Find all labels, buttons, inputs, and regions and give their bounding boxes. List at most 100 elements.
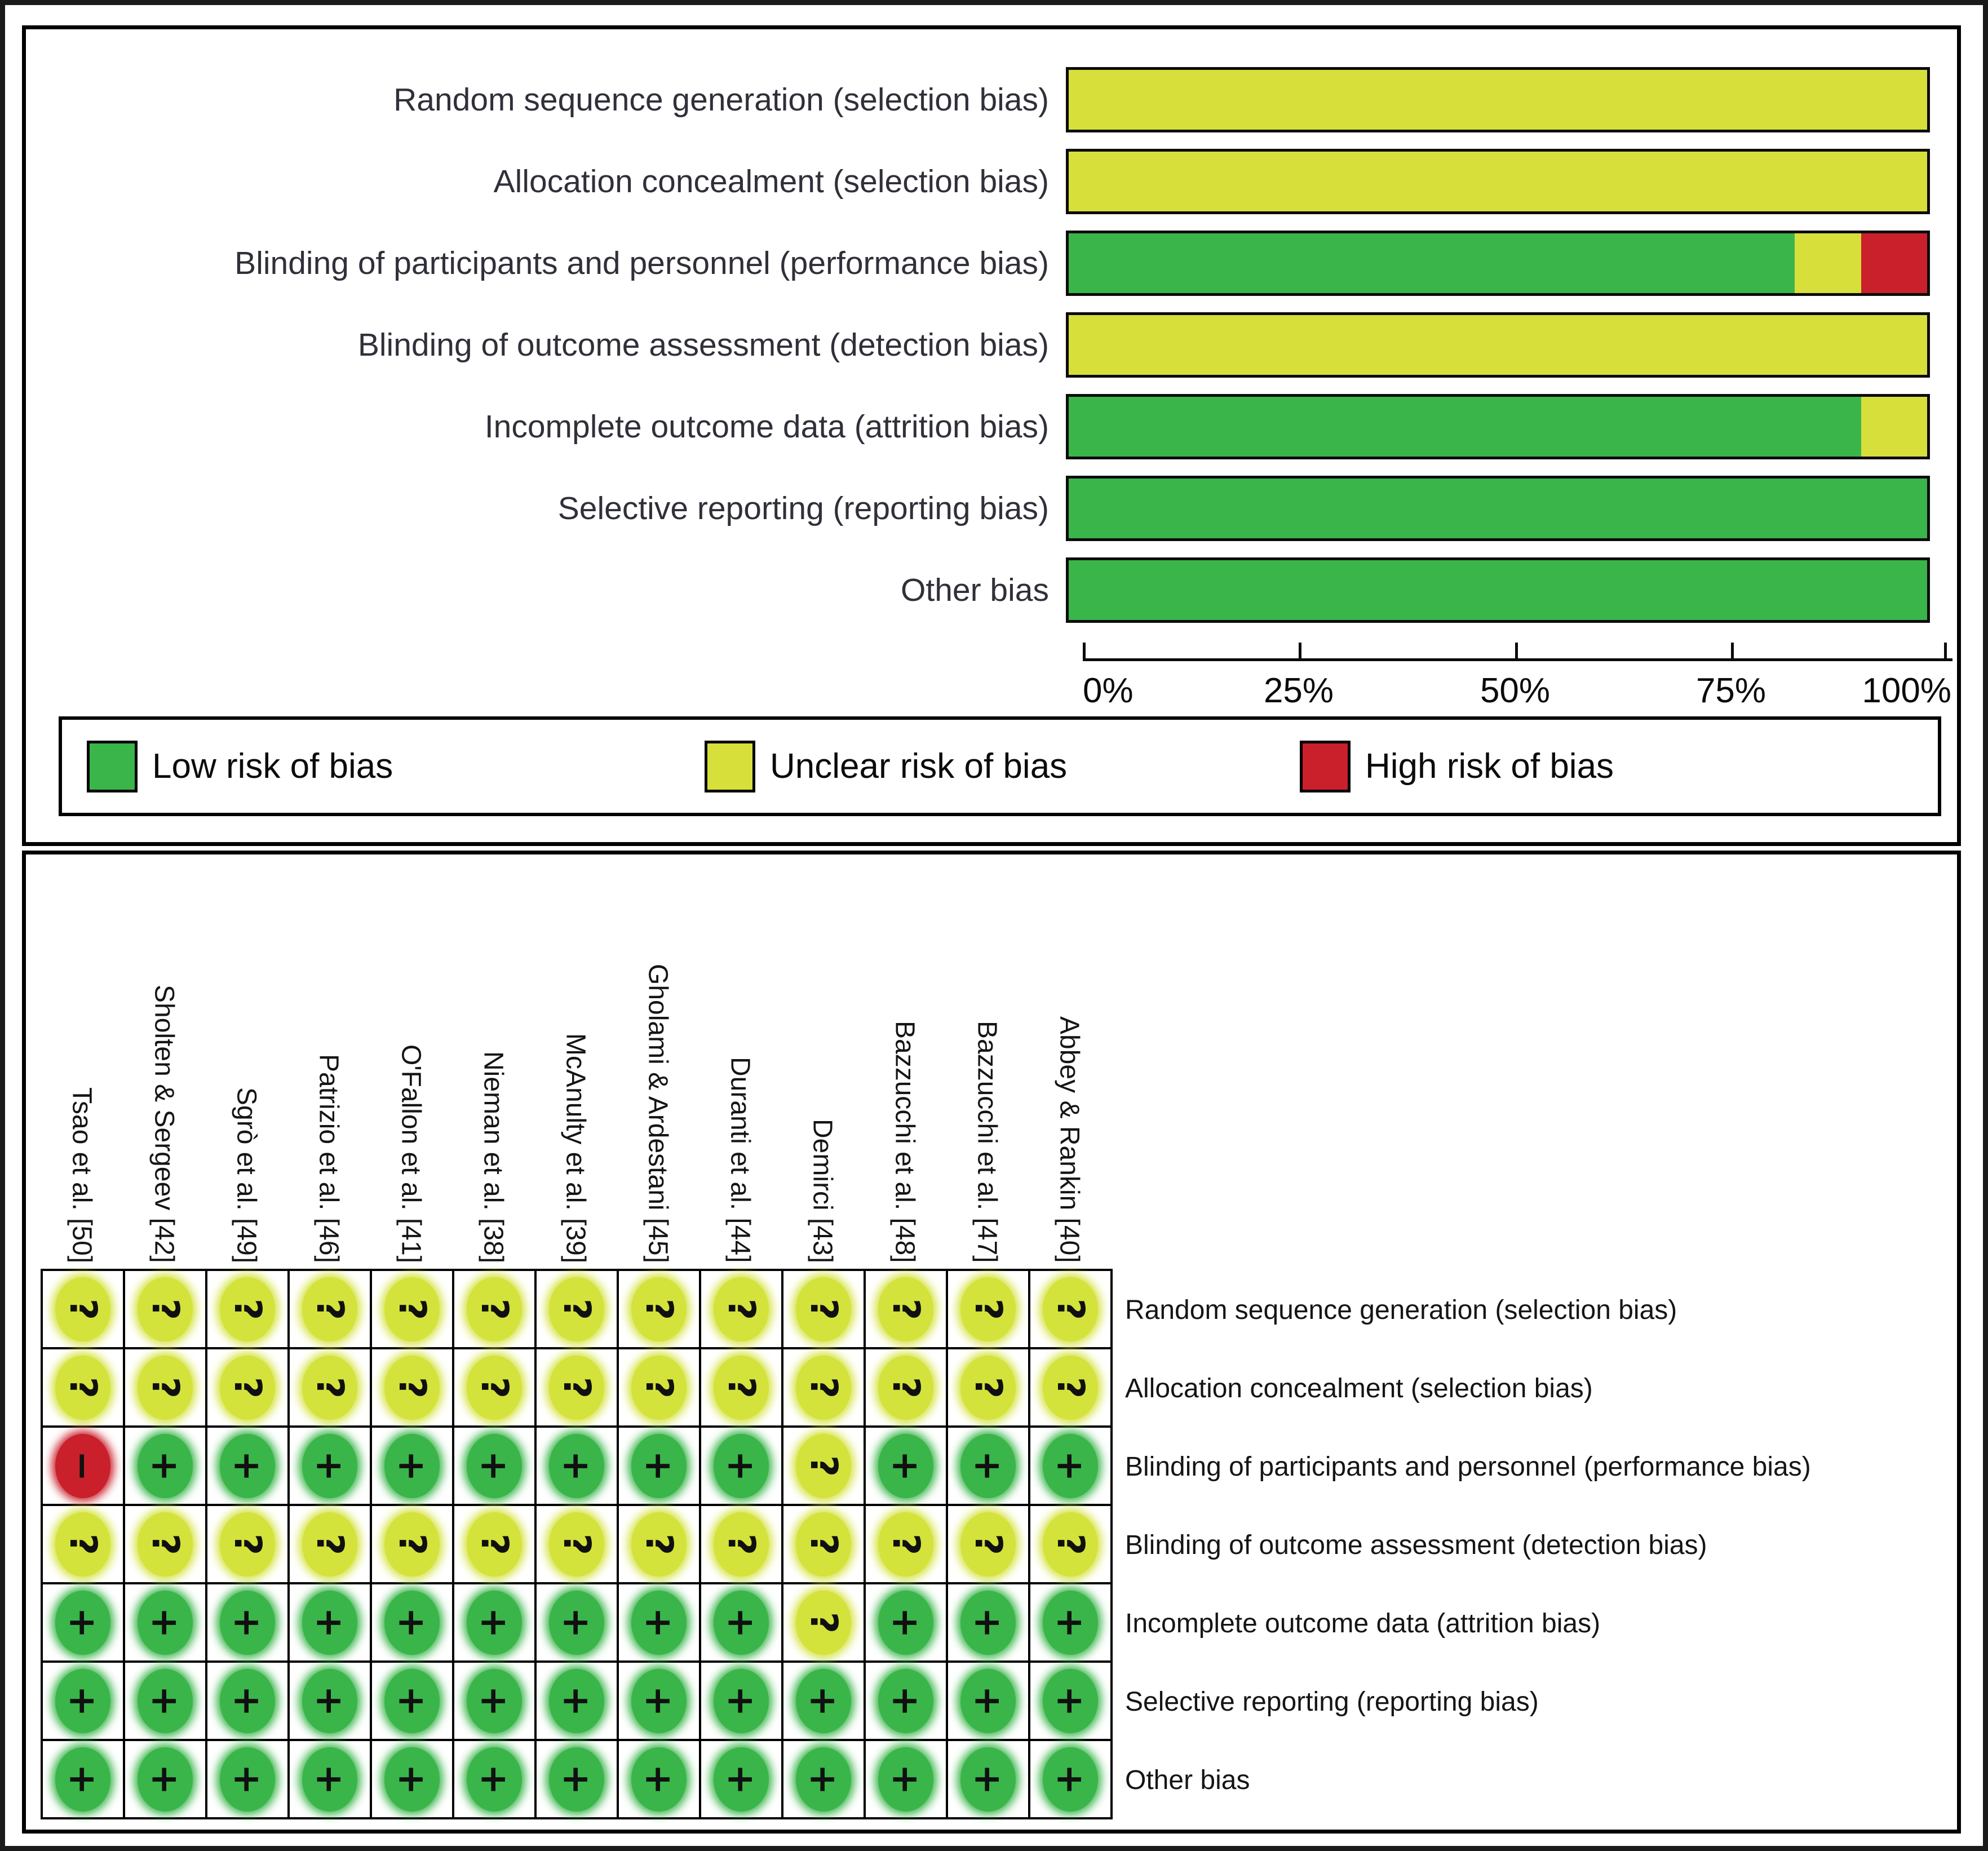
bar-segment-high <box>1861 233 1927 293</box>
bar-category-label: Incomplete outcome data (attrition bias) <box>484 408 1049 445</box>
judgement-symbol: + <box>61 1606 105 1639</box>
judgement-symbol: ? <box>637 1298 681 1320</box>
study-header-label: Tsao et al. [50] <box>67 1087 97 1263</box>
low-risk-icon: + <box>138 1747 193 1812</box>
stacked-bar <box>1066 230 1930 296</box>
legend-item: Low risk of bias <box>87 720 393 813</box>
judgement-symbol: + <box>967 1450 1010 1482</box>
study-header-label: Patrizio et al. [46] <box>313 1054 344 1263</box>
unclear-risk-icon: ? <box>878 1277 933 1341</box>
judgement-cell: ? <box>372 1506 454 1584</box>
judgement-cell: + <box>290 1428 372 1506</box>
judgement-symbol: + <box>308 1450 352 1482</box>
judgement-symbol: ? <box>143 1298 187 1320</box>
low-risk-icon: + <box>220 1590 275 1655</box>
judgement-symbol: ? <box>719 1533 763 1555</box>
judgement-symbol: + <box>391 1763 434 1795</box>
unclear-risk-icon: ? <box>302 1512 357 1577</box>
low-risk-icon: + <box>878 1747 933 1812</box>
risk-of-bias-summary-panel: Tsao et al. [50] Sholten & Sergeev [42] Sg… <box>22 851 1961 1834</box>
stacked-bar <box>1066 393 1930 459</box>
unclear-risk-icon: ? <box>138 1512 193 1577</box>
low-risk-icon: + <box>138 1668 193 1733</box>
judgement-cell: ? <box>948 1349 1030 1428</box>
low-risk-icon: + <box>302 1747 357 1812</box>
judgement-symbol: + <box>308 1685 352 1717</box>
unclear-risk-icon: ? <box>220 1355 275 1420</box>
legend-item: Unclear risk of bias <box>705 720 1067 813</box>
judgement-symbol: + <box>967 1763 1010 1795</box>
study-header: Patrizio et al. [46] <box>287 854 370 1269</box>
judgement-cell: + <box>701 1741 783 1819</box>
judgement-cell: ? <box>125 1271 207 1349</box>
judgement-symbol: ? <box>884 1376 928 1398</box>
unclear-risk-icon: ? <box>549 1277 604 1341</box>
low-risk-icon: + <box>878 1668 933 1733</box>
judgement-cell: + <box>701 1663 783 1741</box>
judgement-symbol: + <box>802 1763 845 1795</box>
judgement-cell: ? <box>43 1271 125 1349</box>
low-risk-icon: + <box>384 1590 440 1655</box>
low-risk-icon: + <box>1043 1590 1098 1655</box>
judgement-cell: ? <box>783 1584 866 1663</box>
low-risk-icon: + <box>631 1433 687 1498</box>
judgement-cell: + <box>207 1741 290 1819</box>
judgement-cell: + <box>783 1741 866 1819</box>
bar-row: Incomplete outcome data (attrition bias) <box>26 386 1957 467</box>
judgement-cell: ? <box>43 1349 125 1428</box>
judgement-cell: + <box>1030 1584 1113 1663</box>
study-header: Demirci [43] <box>781 854 864 1269</box>
judgement-symbol: ? <box>802 1611 845 1633</box>
judgement-cell: + <box>866 1584 948 1663</box>
judgement-symbol: ? <box>225 1376 269 1398</box>
study-header: Sholten & Sergeev [42] <box>123 854 205 1269</box>
study-header-label: Bazzucchi et al. [48] <box>889 1021 920 1263</box>
unclear-risk-icon: ? <box>631 1277 687 1341</box>
study-header-label: Nieman et al. [38] <box>478 1051 508 1263</box>
judgement-symbol: + <box>144 1606 187 1639</box>
judgement-symbol: + <box>884 1763 928 1795</box>
judgement-symbol: + <box>473 1450 516 1482</box>
judgement-cell: + <box>454 1741 537 1819</box>
x-axis-tick <box>1731 643 1734 661</box>
bar-row: Selective reporting (reporting bias) <box>26 467 1957 549</box>
bar-category-label: Other bias <box>901 572 1049 608</box>
domain-row-label: Selective reporting (reporting bias) <box>1125 1687 1539 1717</box>
judgement-cell: + <box>207 1584 290 1663</box>
study-header: Tsao et al. [50] <box>41 854 123 1269</box>
judgement-symbol: + <box>1049 1606 1092 1639</box>
low-risk-icon: + <box>960 1668 1016 1733</box>
low-risk-icon: + <box>1043 1668 1098 1733</box>
stacked-bar <box>1066 67 1930 132</box>
legend: Low risk of bias Unclear risk of bias High… <box>59 716 1941 816</box>
judgement-cell: + <box>290 1741 372 1819</box>
judgement-symbol: − <box>61 1450 105 1482</box>
bar-row: Blinding of outcome assessment (detectio… <box>26 304 1957 386</box>
judgement-symbol: ? <box>637 1376 681 1398</box>
unclear-risk-icon: ? <box>467 1355 522 1420</box>
judgement-symbol: ? <box>802 1298 845 1320</box>
unclear-risk-icon: ? <box>138 1355 193 1420</box>
study-header: Duranti et al. [44] <box>699 854 781 1269</box>
judgement-cell: + <box>43 1584 125 1663</box>
judgement-symbol: ? <box>61 1533 105 1555</box>
judgement-symbol: ? <box>1048 1376 1092 1398</box>
judgement-symbol: + <box>967 1606 1010 1639</box>
judgement-symbol: ? <box>308 1533 352 1555</box>
domain-row-label: Blinding of participants and personnel (… <box>1125 1452 1811 1482</box>
bar-row: Blinding of participants and personnel (… <box>26 222 1957 304</box>
judgement-cell: + <box>866 1663 948 1741</box>
low-risk-icon: + <box>796 1668 851 1733</box>
unclear-risk-icon: ? <box>631 1355 687 1420</box>
study-header-label: O'Fallon et al. [41] <box>396 1044 426 1263</box>
legend-label: Unclear risk of bias <box>770 747 1068 786</box>
study-header: Bazzucchi et al. [47] <box>946 854 1028 1269</box>
judgement-cell: ? <box>701 1271 783 1349</box>
judgement-cell: + <box>1030 1741 1113 1819</box>
study-header-label: Sholten & Sergeev [42] <box>149 985 179 1263</box>
unclear-risk-icon: ? <box>549 1355 604 1420</box>
x-axis-tick-label: 0% <box>1083 671 1134 710</box>
judgement-symbol: + <box>720 1606 763 1639</box>
low-risk-icon: + <box>384 1433 440 1498</box>
